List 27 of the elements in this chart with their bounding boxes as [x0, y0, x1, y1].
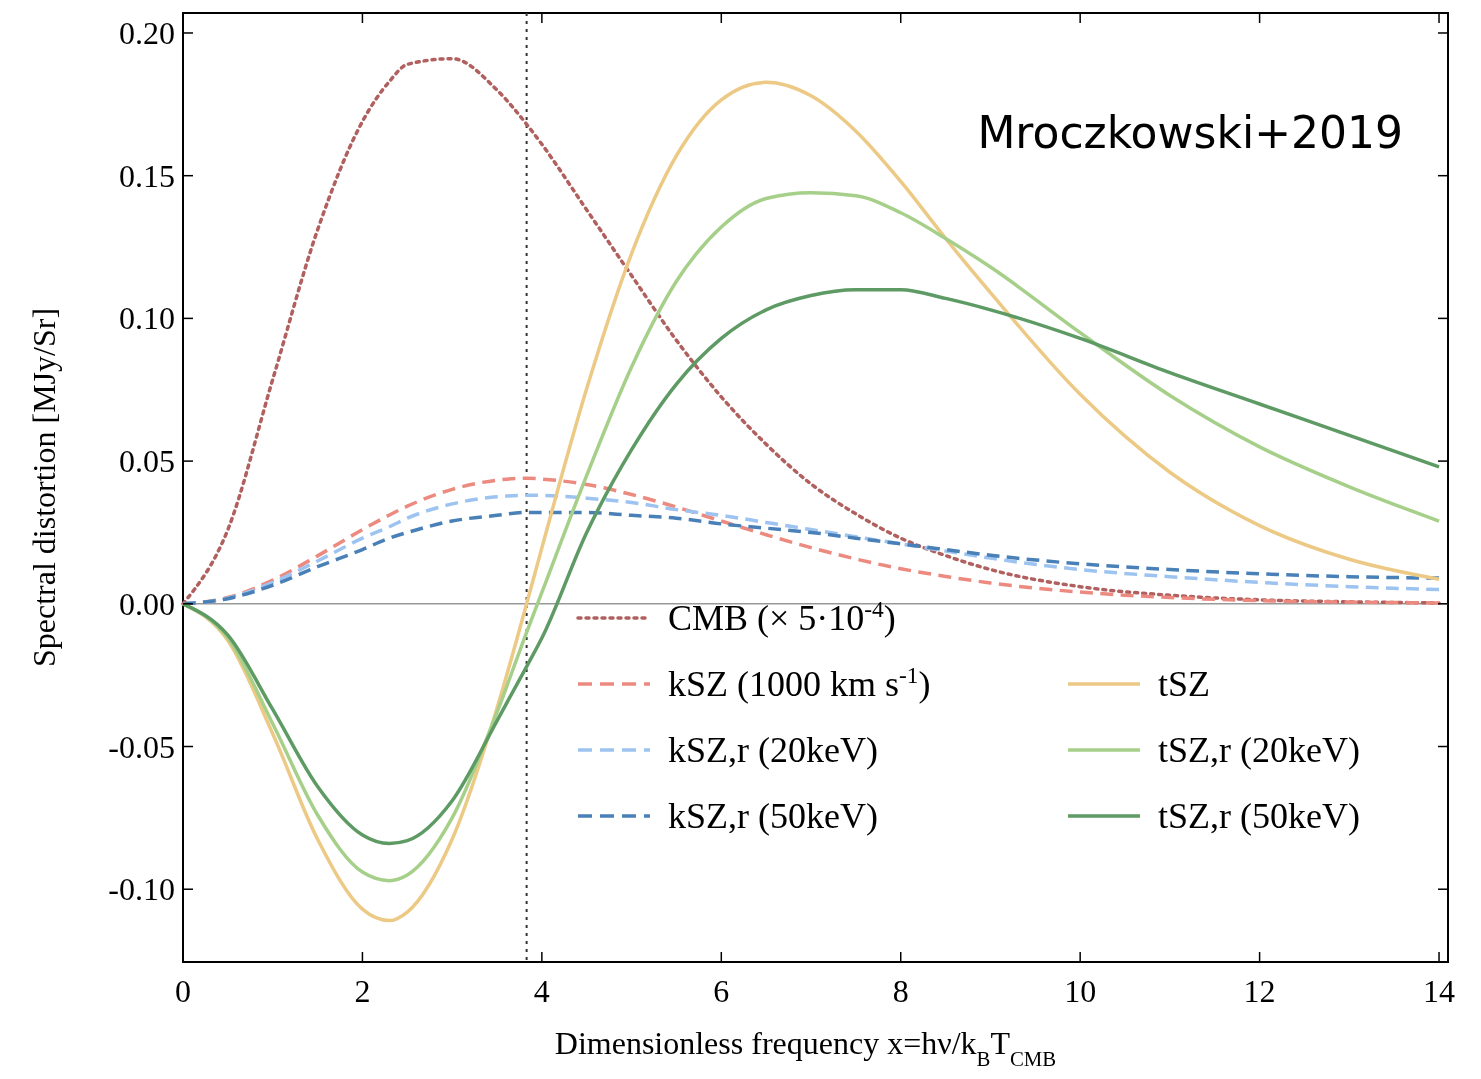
- x-tick-label: 0: [175, 973, 191, 1009]
- y-tick-label: 0.00: [119, 585, 175, 622]
- y-tick-label: 0.10: [119, 300, 175, 337]
- y-tick-label: 0.15: [119, 157, 175, 194]
- legend-label: tSZ,r (20keV): [1158, 730, 1360, 770]
- x-tick-label: 10: [1064, 973, 1097, 1009]
- x-tick-label: 6: [713, 973, 730, 1009]
- legend-label: kSZ,r (50keV): [668, 796, 878, 836]
- legend-label: tSZ,r (50keV): [1158, 796, 1360, 836]
- y-tick-label: 0.20: [119, 14, 175, 51]
- line-series: [181, 80, 1441, 923]
- x-tick-label: 2: [354, 973, 371, 1009]
- y-tick-label: -0.10: [108, 871, 175, 908]
- y-tick-label: -0.05: [108, 728, 175, 765]
- legend-label: kSZ (1000 km s$^{-1}$): [668, 662, 931, 704]
- x-axis-title: Dimensionless frequency x=hν/k$_{B}$T$_{CMB}$: [554, 1025, 1057, 1070]
- annotation: Mroczkowski+2019: [977, 107, 1403, 158]
- x-tick-label: 4: [533, 973, 550, 1009]
- legend-label: kSZ,r (20keV): [668, 730, 878, 770]
- x-tick-label: 12: [1243, 973, 1276, 1009]
- x-tick-label: 14: [1423, 973, 1456, 1009]
- legend-label: CMB (× 5·10$^{-4}$): [668, 596, 896, 638]
- line-series: [181, 288, 1441, 846]
- y-tick-label: 0.05: [119, 443, 175, 480]
- x-tick-label: 8: [892, 973, 909, 1009]
- y-axis-title: Spectral distortion [MJy/Sr]: [26, 307, 62, 668]
- legend-label: tSZ: [1158, 664, 1211, 704]
